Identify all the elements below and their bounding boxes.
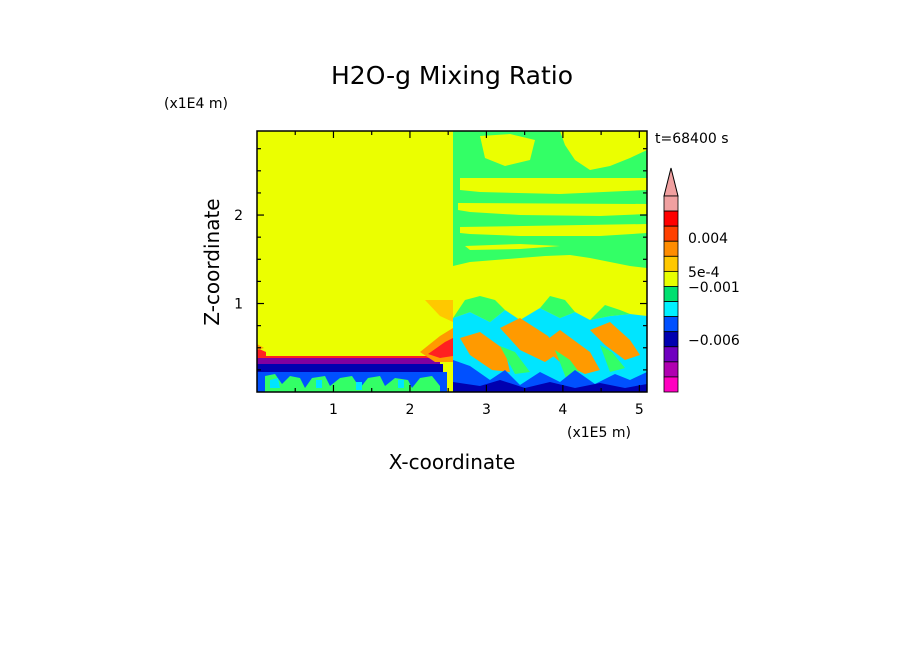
time-label: t=68400 s	[655, 131, 729, 147]
field-orange-front-wedge	[425, 300, 453, 322]
z-scale-label: (x1E4 m)	[164, 96, 228, 112]
field-yellow-band-4	[465, 244, 560, 250]
x-tick-label: 5	[635, 402, 644, 418]
field-green-streaks	[500, 345, 625, 378]
colorbar-swatch	[663, 316, 679, 333]
field-orange-plume-1	[460, 332, 510, 372]
colorbar	[663, 167, 679, 393]
colorbar-swatch	[663, 240, 679, 257]
field-yellow-band-1	[460, 178, 647, 194]
colorbar-label-1: 5e-4	[688, 265, 720, 281]
colorbar-label-2: −0.001	[688, 280, 740, 296]
field-red-thin-layer	[257, 356, 440, 358]
x-tick-label: 3	[482, 402, 491, 418]
colorbar-swatch	[663, 195, 679, 212]
x-tick-label: 1	[329, 402, 338, 418]
colorbar-labels: 0.004 5e-4 −0.001 −0.006	[688, 231, 740, 349]
x-tick-label: 4	[558, 402, 567, 418]
axis-ticks: 1 2 3 4 5 1 2	[234, 131, 647, 418]
field-surface-turbulence	[265, 374, 440, 392]
field-orange-left-tip	[257, 344, 264, 350]
x-scale-label: (x1E5 m)	[567, 425, 631, 441]
z-tick-label: 1	[234, 297, 243, 313]
colorbar-swatch	[663, 301, 679, 318]
colorbar-swatch	[663, 376, 679, 393]
colorbar-label-3: −0.006	[688, 333, 740, 349]
colorbar-label-0: 0.004	[688, 231, 728, 247]
z-axis-label: Z-coordinate	[200, 198, 224, 325]
colorbar-swatch	[663, 361, 679, 378]
field-yellow-top-blob	[560, 131, 647, 170]
plot-frame	[256, 130, 648, 393]
colorbar-swatch	[663, 286, 679, 302]
field-navy-layer	[257, 364, 443, 372]
colorbar-swatch	[663, 331, 679, 348]
field-orange-plume-2	[500, 318, 560, 362]
field-navy-lower-right	[453, 380, 647, 392]
field-red-front	[428, 338, 453, 358]
field-purple-layer	[257, 357, 440, 364]
colorbar-swatch	[663, 270, 679, 287]
colorbar-extend-arrow	[663, 167, 679, 197]
x-tick-label: 2	[405, 402, 414, 418]
mixing-ratio-field	[257, 131, 647, 392]
field-red-edge-left	[257, 348, 266, 358]
colorbar-swatch	[663, 255, 679, 272]
field-green-lower-fringe	[453, 296, 630, 322]
colorbar-swatch	[663, 210, 679, 227]
field-yellow-band-3	[460, 224, 647, 236]
field-orange-plume-4	[590, 322, 640, 360]
field-orange-plume-3	[540, 330, 600, 374]
colorbar-swatch	[663, 225, 679, 242]
colorbar-swatch	[663, 346, 679, 363]
field-yellow-top-blob-2	[480, 134, 535, 166]
x-axis-label: X-coordinate	[389, 450, 516, 474]
field-yellow-band-2	[458, 203, 647, 216]
z-tick-label: 2	[234, 208, 243, 224]
chart-title: H2O-g Mixing Ratio	[331, 61, 573, 90]
